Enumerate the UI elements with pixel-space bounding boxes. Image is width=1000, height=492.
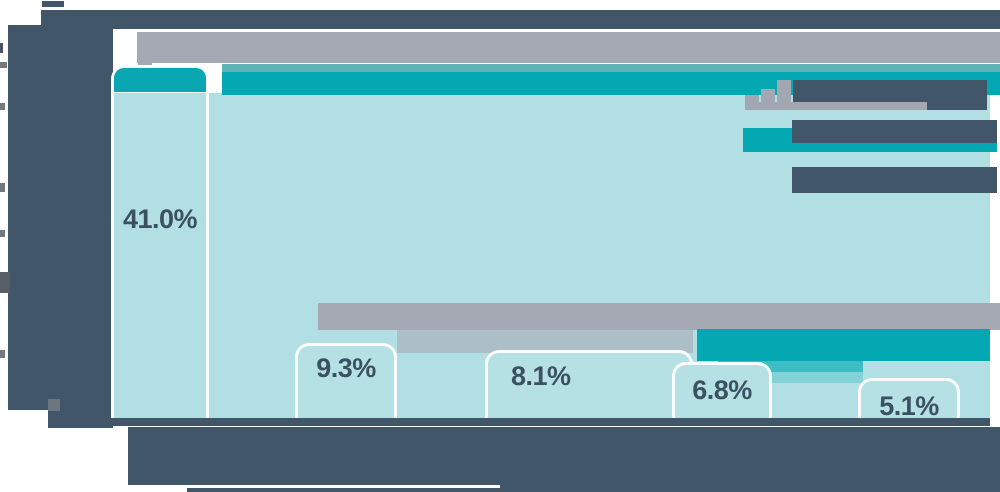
y-axis-tick <box>0 43 3 53</box>
bar-3 <box>485 350 693 420</box>
annotation-redacted-gray-bar <box>318 303 1000 330</box>
y-axis-tick <box>0 350 5 358</box>
bar-5-value-label: 5.1% <box>879 391 939 421</box>
ascending-bars-icon <box>761 89 775 102</box>
bar-4-value-label: 6.8% <box>692 375 752 405</box>
legend-entry-3-redacted-text <box>792 167 997 193</box>
bar-1-label-redacted-cap <box>114 68 206 92</box>
y-axis-gray-fragment <box>48 399 60 411</box>
y-axis-tick <box>0 103 5 110</box>
legend-entry-1-redacted-underline <box>745 102 927 110</box>
bar-5 <box>858 378 960 420</box>
bar-1 <box>111 65 209 418</box>
x-axis-labels-redacted-block-right <box>500 427 1000 492</box>
y-axis-labels-redacted-foot <box>48 410 113 428</box>
annotation-redacted-teal-bar-mid <box>718 361 863 372</box>
ascending-bars-icon <box>745 95 759 102</box>
y-axis-tick <box>0 62 7 68</box>
teal-band-redacted-block <box>222 64 1000 72</box>
annotation-redacted-teal-bar <box>697 329 990 361</box>
y-axis-tick <box>0 272 10 293</box>
x-axis-caption-redacted-strip <box>187 488 500 492</box>
bar-4 <box>672 362 772 420</box>
y-axis-tick <box>0 230 5 237</box>
annotation-redacted-teal-bar-soft <box>718 372 863 383</box>
chart-title-redacted-block <box>41 10 1000 29</box>
legend-entry-2-redacted-text <box>792 120 997 143</box>
x-axis-line <box>110 418 990 426</box>
chart-subtitle-redacted-block <box>137 32 1000 63</box>
mini-title-redacted-block <box>42 1 64 7</box>
bar-1-value-label: 41.0% <box>122 204 198 234</box>
y-axis-labels-redacted-block <box>8 25 113 410</box>
y-axis-tick <box>0 183 5 192</box>
bar-2-value-label: 9.3% <box>316 353 376 383</box>
ascending-bars-icon <box>777 80 791 102</box>
bar-2 <box>295 343 397 420</box>
bar-3-value-label: 8.1% <box>511 361 571 391</box>
annotation-redacted-gray-bar-light <box>397 330 693 353</box>
